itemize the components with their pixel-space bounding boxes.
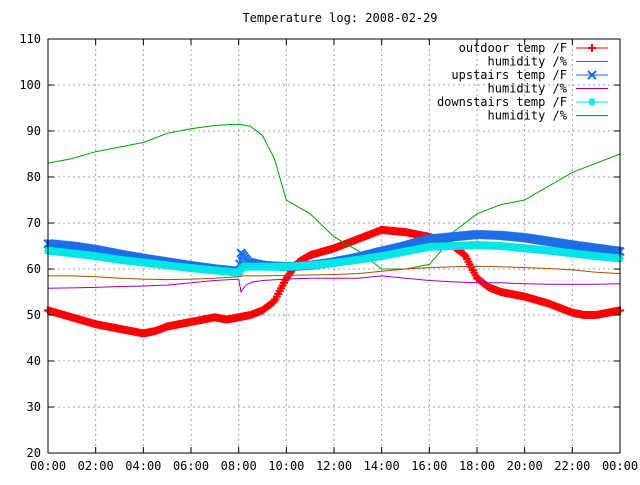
data-point: [588, 44, 596, 52]
x-tick-label: 06:00: [173, 459, 209, 473]
y-tick-label: 20: [27, 446, 41, 460]
series-markers: [44, 225, 624, 338]
series-markers: [44, 241, 624, 277]
series-line: [47, 275, 621, 294]
legend-label: downstairs temp /F: [437, 95, 567, 109]
data-point: [460, 250, 469, 259]
y-tick-label: 110: [19, 32, 41, 46]
y-tick-label: 90: [27, 124, 41, 138]
x-tick-label: 08:00: [221, 459, 257, 473]
legend-label: humidity /%: [488, 55, 568, 69]
series-0: [44, 225, 624, 338]
x-tick-label: 16:00: [411, 459, 447, 473]
legend-entry: upstairs temp /F: [451, 68, 608, 82]
x-tick-label: 02:00: [78, 459, 114, 473]
legend-entry: outdoor temp /F: [459, 41, 608, 55]
legend-entry: downstairs temp /F: [437, 95, 608, 109]
series-5: [48, 265, 621, 281]
data-point: [587, 70, 597, 80]
x-tick-label: 18:00: [459, 459, 495, 473]
y-tick-label: 50: [27, 308, 41, 322]
x-tick-label: 10:00: [268, 459, 304, 473]
y-tick-label: 30: [27, 400, 41, 414]
legend-label: humidity /%: [488, 109, 568, 123]
legend-entry: humidity /%: [488, 109, 608, 123]
x-tick-label: 00:00: [30, 459, 66, 473]
x-tick-label: 14:00: [364, 459, 400, 473]
x-tick-label: 00:00: [602, 459, 638, 473]
y-tick-label: 80: [27, 170, 41, 184]
series-4: [44, 241, 624, 277]
x-tick-label: 22:00: [554, 459, 590, 473]
x-tick-label: 04:00: [125, 459, 161, 473]
x-tick-label: 20:00: [507, 459, 543, 473]
y-tick-label: 40: [27, 354, 41, 368]
legend-label: upstairs temp /F: [451, 68, 567, 82]
x-tick-label: 12:00: [316, 459, 352, 473]
series-line: [48, 265, 621, 281]
y-tick-label: 60: [27, 262, 41, 276]
series-line: [47, 123, 621, 270]
data-point: [588, 98, 596, 106]
legend-entry: humidity /%: [488, 55, 608, 69]
series-3: [47, 275, 621, 294]
series-1: [47, 123, 621, 270]
legend-entry: humidity /%: [488, 82, 608, 96]
chart-title: Temperature log: 2008-02-29: [242, 11, 437, 25]
legend-label: outdoor temp /F: [459, 41, 567, 55]
y-tick-label: 70: [27, 216, 41, 230]
legend-label: humidity /%: [488, 82, 568, 96]
y-tick-label: 100: [19, 78, 41, 92]
